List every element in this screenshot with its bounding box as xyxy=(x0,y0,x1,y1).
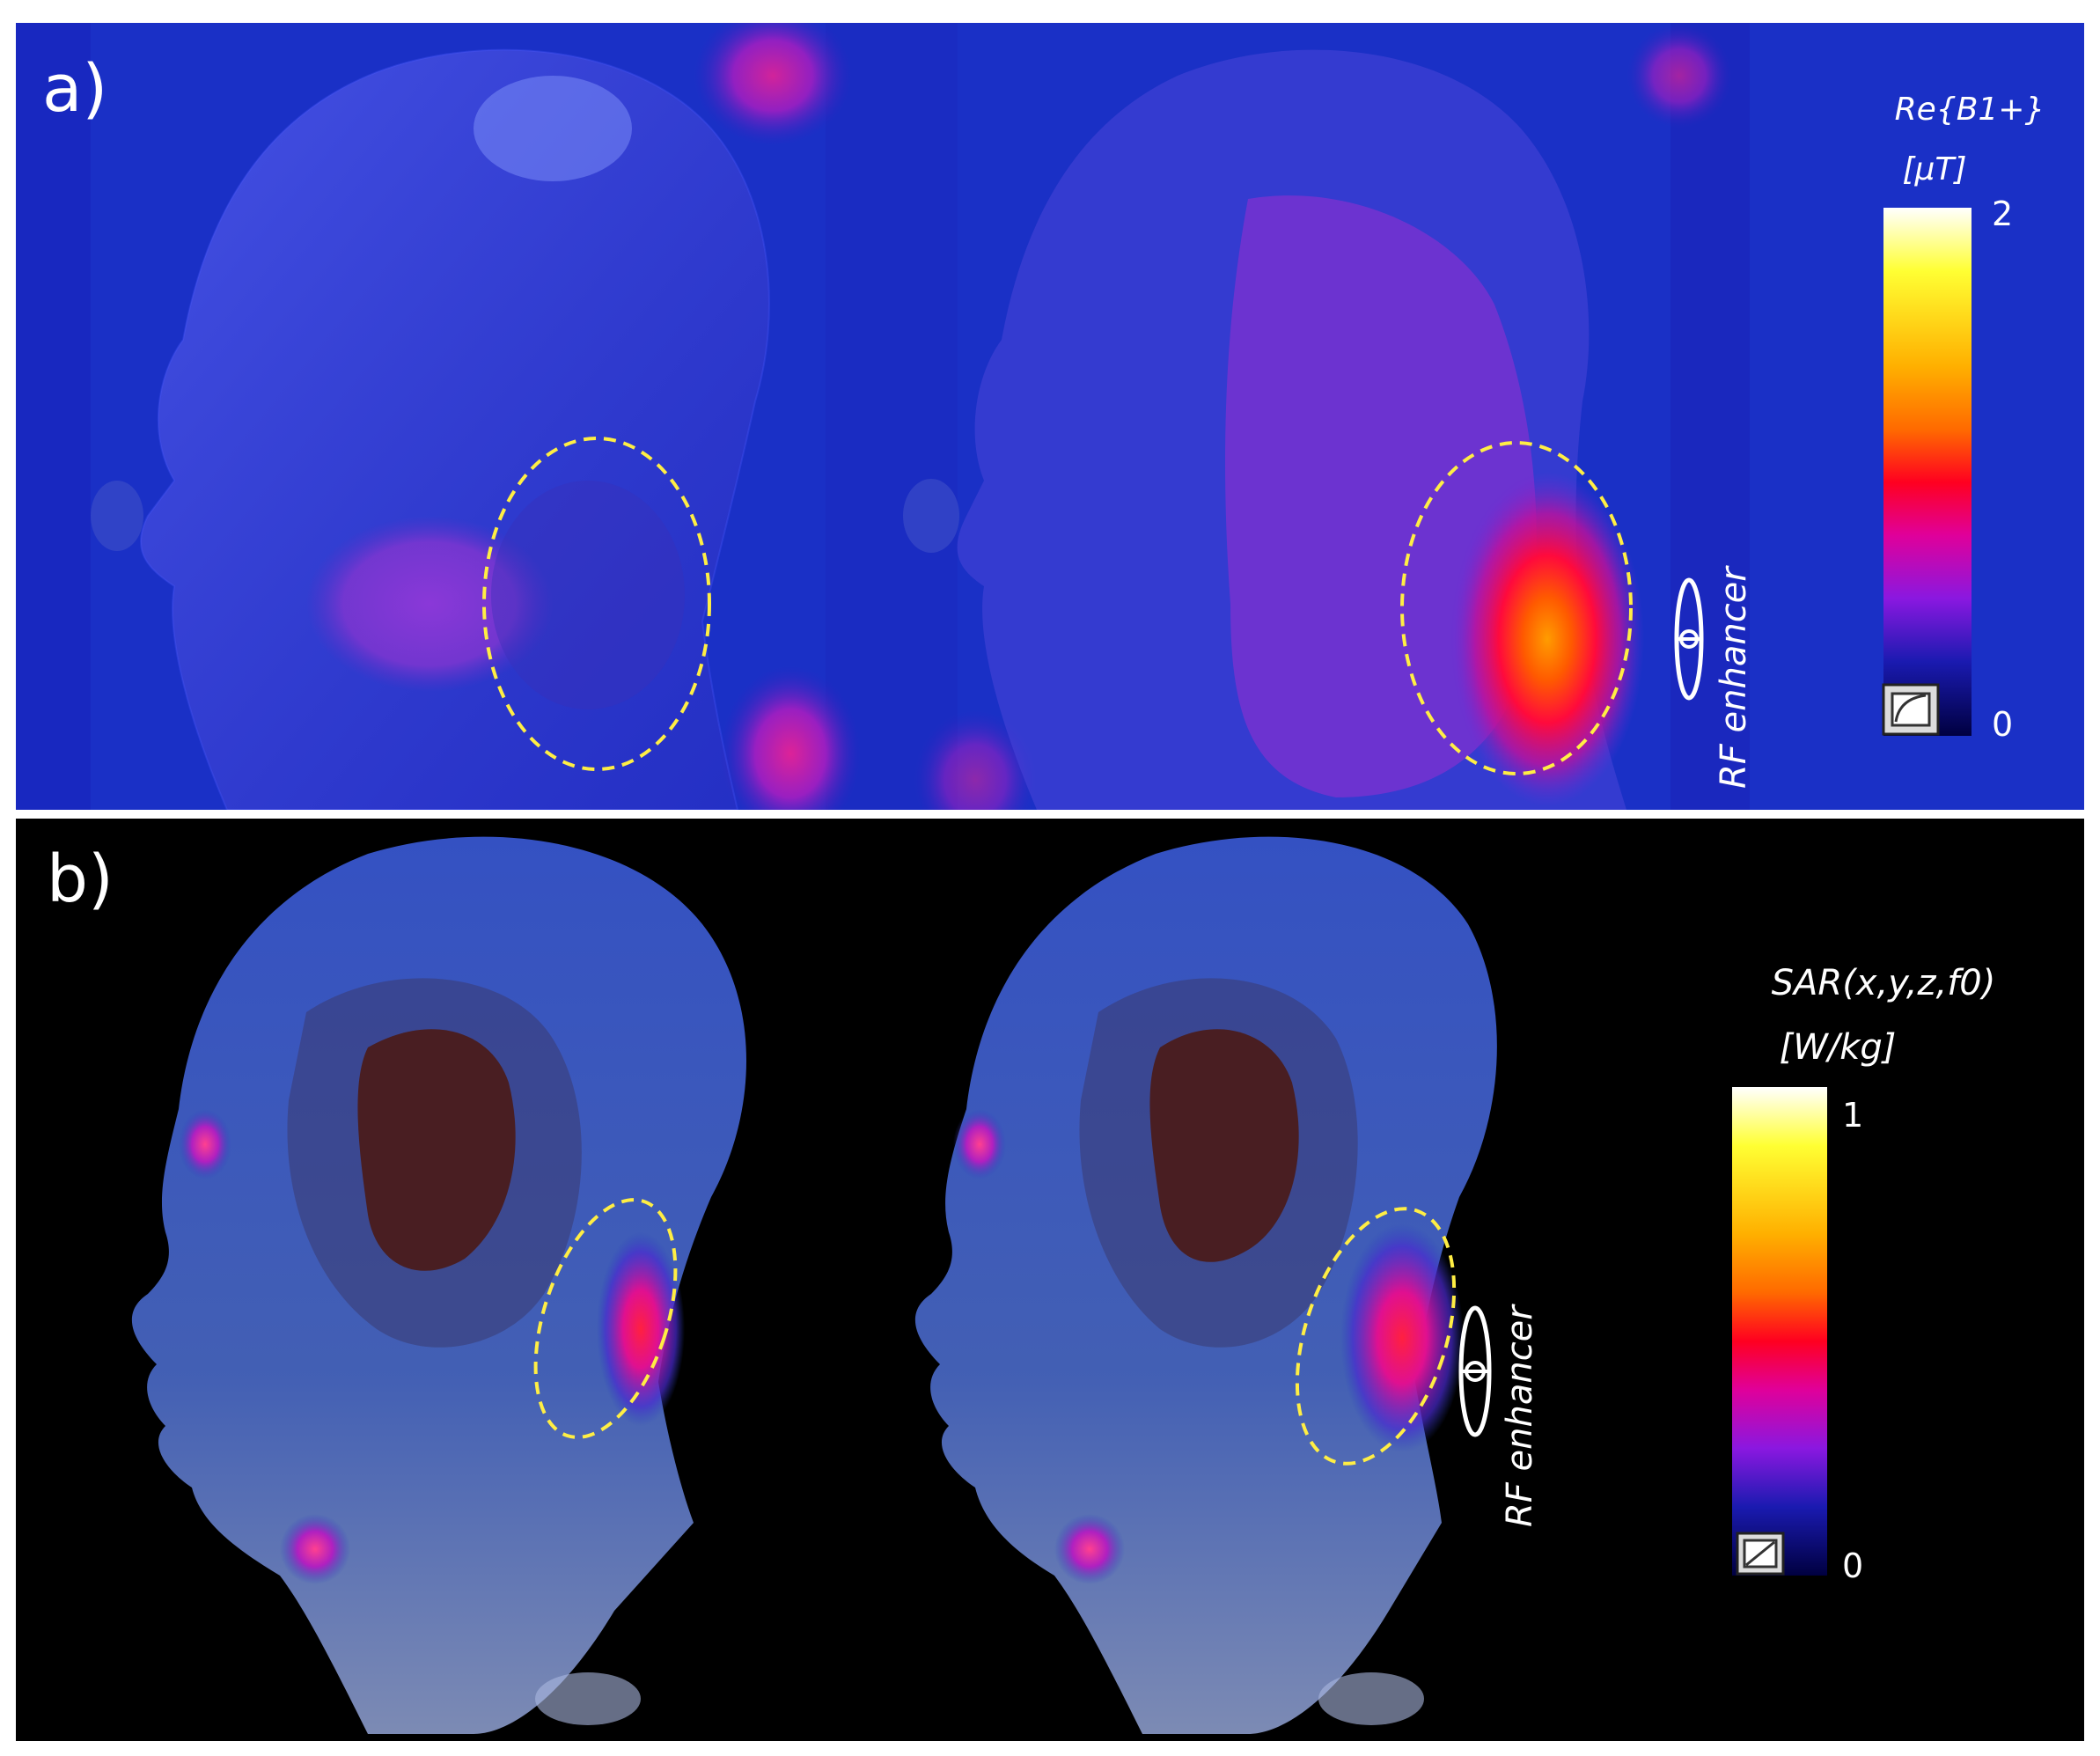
head-right-a xyxy=(903,49,1644,810)
panel-b: RF enhancer SAR(x,y,z,f0) [W/kg] 1 0 b) xyxy=(16,819,2084,1741)
region-ellipse-left-a xyxy=(482,437,711,771)
panel-a: RF enhancer Re{B1+} [μT] 2 0 a) xyxy=(16,23,2084,810)
head-right-b xyxy=(914,836,1497,1734)
colorbar-a-title: Re{B1+} xyxy=(1895,92,2045,128)
rf-enhancer-label-a: RF enhancer xyxy=(1714,565,1754,789)
colorbar-a-max: 2 xyxy=(1992,195,2013,233)
colorbar-a xyxy=(1883,208,1972,736)
region-ellipse-right-a xyxy=(1400,441,1633,775)
head-left-a xyxy=(91,48,770,810)
colorbar-b-swatch-icon xyxy=(1736,1532,1785,1576)
colorbar-b-unit: [W/kg] xyxy=(1780,1027,1897,1068)
colorbar-b-title: SAR(x,y,z,f0) xyxy=(1772,963,1996,1003)
colorbar-b xyxy=(1732,1087,1827,1576)
panel-a-canvas: RF enhancer Re{B1+} [μT] 2 0 a) xyxy=(16,23,2084,810)
rf-enhancer-icon-a xyxy=(1674,577,1704,701)
colorbar-a-unit: [μT] xyxy=(1903,151,1967,187)
colorbar-b-max: 1 xyxy=(1842,1096,1863,1135)
rf-enhancer-label-b: RF enhancer xyxy=(1500,1304,1540,1527)
colorbar-b-min: 0 xyxy=(1842,1547,1863,1585)
rf-enhancer-icon-b xyxy=(1458,1305,1492,1437)
region-ellipse-left-b xyxy=(533,1198,678,1439)
region-ellipse-right-b xyxy=(1295,1207,1457,1466)
colorbar-a-min: 0 xyxy=(1992,705,2013,744)
head-left-b xyxy=(131,836,747,1734)
panel-b-canvas: RF enhancer SAR(x,y,z,f0) [W/kg] 1 0 b) xyxy=(16,819,2084,1741)
panel-b-label: b) xyxy=(47,841,114,917)
colorbar-a-swatch-icon xyxy=(1882,683,1940,736)
panel-a-label: a) xyxy=(42,51,107,127)
